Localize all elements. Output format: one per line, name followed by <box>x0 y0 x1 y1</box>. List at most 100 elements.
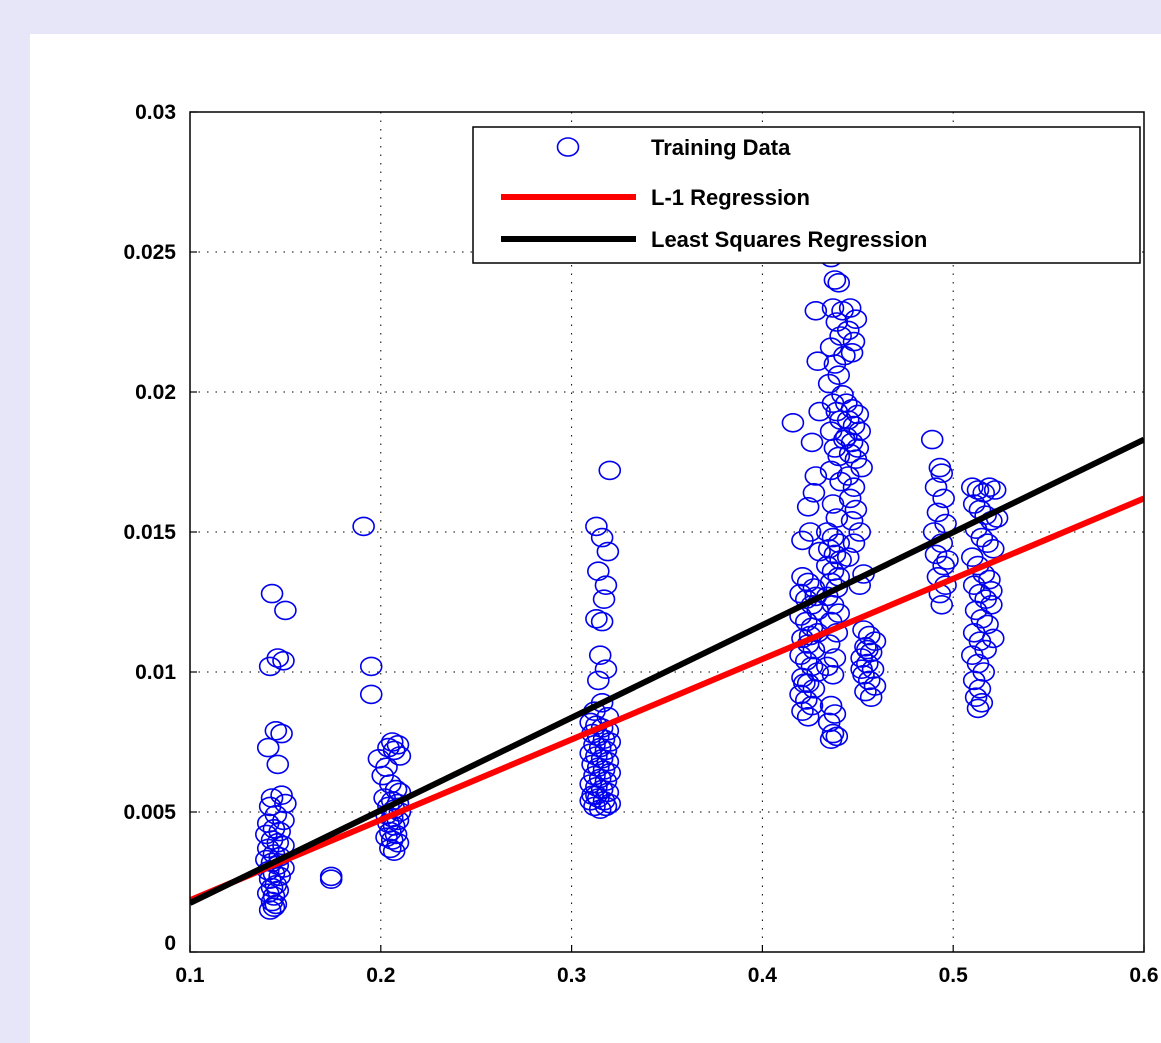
training-data-point <box>592 589 616 610</box>
training-data-point <box>863 676 887 696</box>
x-tick-label: 0.5 <box>939 964 969 987</box>
training-data-point <box>825 726 849 747</box>
training-data-point <box>844 499 868 520</box>
training-data-point <box>266 754 290 775</box>
training-data-point <box>819 695 843 716</box>
training-data-point <box>827 446 851 467</box>
training-data-point <box>256 737 280 758</box>
training-data-point <box>846 438 870 458</box>
y-tick-label: 0.02 <box>135 381 176 404</box>
training-data-point <box>821 664 845 685</box>
training-data-point <box>856 653 879 674</box>
x-tick-label: 0.1 <box>175 964 205 987</box>
training-data-point <box>579 774 602 794</box>
training-data-point <box>256 883 280 904</box>
training-data-point <box>598 460 622 481</box>
legend: Training Data L-1 Regression Least Squares… <box>472 126 1141 264</box>
training-data-point <box>264 894 288 915</box>
y-tick-label: 0.01 <box>135 661 176 684</box>
training-data-point <box>808 541 831 562</box>
training-data-point <box>836 320 860 341</box>
training-data-point <box>796 706 820 727</box>
training-data-point <box>974 639 997 660</box>
training-data-point <box>920 429 944 450</box>
training-data-point <box>924 477 948 498</box>
training-data-point <box>978 477 1001 498</box>
training-data-point <box>817 712 841 733</box>
training-data-point <box>840 342 864 363</box>
training-data-point <box>382 740 406 761</box>
training-data-point <box>850 659 873 680</box>
training-data-point <box>838 488 862 509</box>
training-data-point <box>932 488 955 509</box>
training-data-point <box>848 421 872 442</box>
training-data-point <box>966 480 990 500</box>
training-data-point <box>930 463 954 484</box>
training-data-point <box>815 555 839 576</box>
training-data-point <box>924 544 948 565</box>
training-data-point <box>793 673 816 694</box>
training-data-point <box>859 687 883 708</box>
training-data-point <box>352 516 375 537</box>
training-data-point <box>817 634 841 654</box>
training-data-point <box>587 670 610 691</box>
training-data-point <box>936 550 959 570</box>
training-data-point <box>585 746 608 766</box>
training-data-point <box>581 754 604 775</box>
training-data-point <box>382 841 406 862</box>
training-data-point <box>821 527 845 548</box>
training-data-point <box>836 410 860 430</box>
training-data-point <box>836 547 860 568</box>
training-data-point <box>585 785 608 806</box>
training-data-point <box>842 331 866 352</box>
x-tick-label: 0.6 <box>1129 964 1158 987</box>
axis-ticks: 0.1 0.2 0.3 0.4 0.5 0.6 0 0.005 0.01 0.015 0.02 0.0… <box>123 101 1158 987</box>
x-tick-label: 0.3 <box>557 964 586 987</box>
training-data-point <box>274 600 297 621</box>
training-data-point <box>980 580 1003 601</box>
training-data-point <box>596 541 620 562</box>
training-data-point <box>842 533 866 554</box>
y-tick-label: 0.025 <box>123 241 176 264</box>
training-data-point <box>817 538 841 559</box>
training-data-point <box>806 351 830 372</box>
training-data-point <box>821 494 845 514</box>
training-data-point <box>968 678 992 699</box>
training-data-point <box>594 575 618 596</box>
training-data-point <box>588 645 612 666</box>
y-tick-label: 0.005 <box>123 801 176 824</box>
training-data-point <box>854 681 877 702</box>
training-data-point <box>268 866 291 887</box>
training-data-point <box>380 830 404 850</box>
training-data-point <box>386 734 410 755</box>
training-data-point <box>856 639 879 660</box>
training-data-point <box>781 412 805 433</box>
training-data-point <box>981 628 1005 649</box>
training-data-point <box>796 572 820 593</box>
training-data-point <box>791 566 814 587</box>
training-data-point <box>964 687 988 708</box>
training-data-point <box>590 527 614 548</box>
legend-label: Training Data <box>651 135 791 160</box>
training-data-point <box>386 832 410 853</box>
training-data-point <box>258 900 282 920</box>
training-data-point <box>262 818 286 839</box>
training-data-point <box>976 533 999 554</box>
training-data-point <box>970 608 994 629</box>
training-data-point <box>260 830 284 850</box>
training-data-point <box>583 734 606 755</box>
training-data-point <box>804 466 828 486</box>
training-data-point <box>852 620 875 640</box>
training-data-point <box>817 373 841 394</box>
l1-regression-line <box>190 495 1144 903</box>
training-data-point <box>590 611 614 632</box>
training-data-point <box>835 393 858 414</box>
training-data-point <box>264 720 288 741</box>
training-data-point <box>796 496 820 517</box>
y-tick-label: 0 <box>164 932 176 955</box>
training-data-point <box>823 438 847 458</box>
x-tick-label: 0.4 <box>748 964 778 987</box>
training-data-point <box>258 656 282 677</box>
training-data-point <box>375 827 398 848</box>
training-data-point <box>260 583 284 604</box>
